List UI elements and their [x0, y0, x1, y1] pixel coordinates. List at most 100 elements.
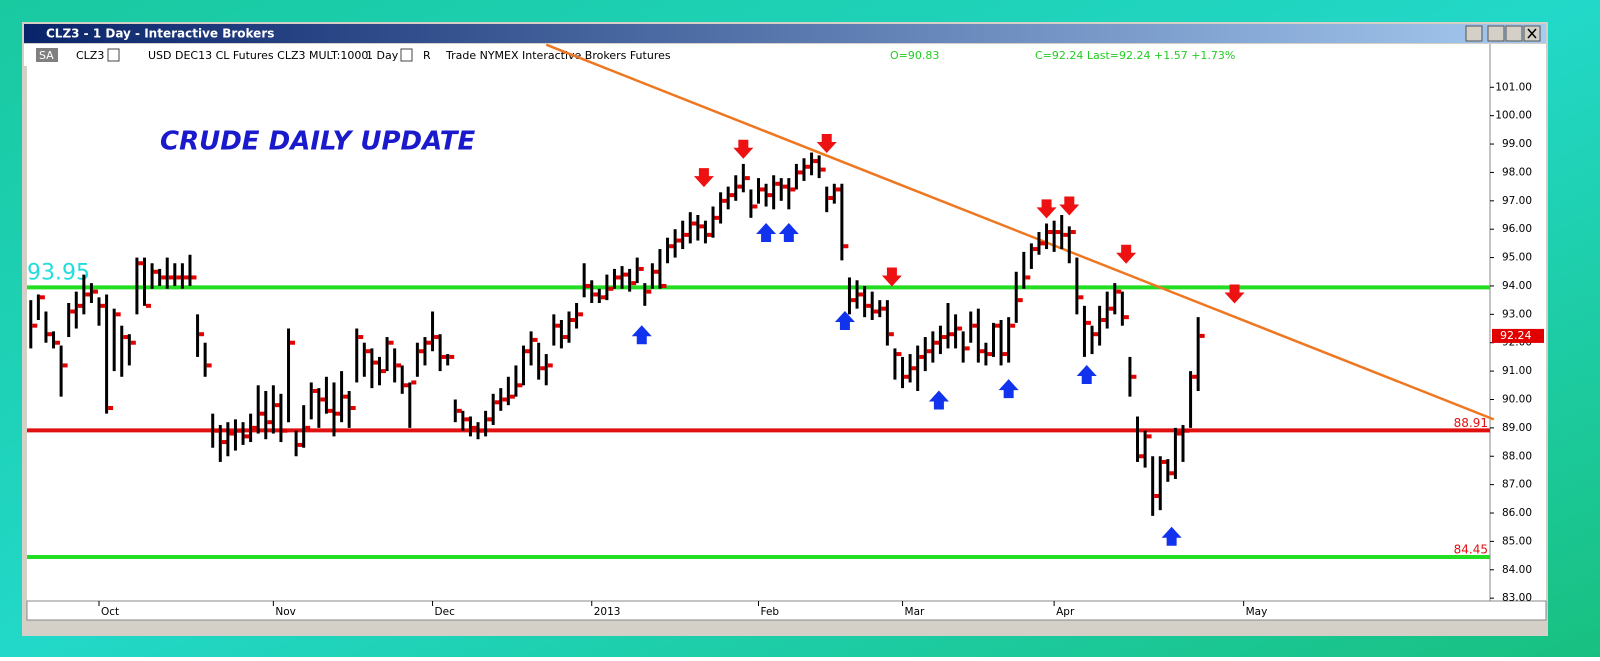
close-tick: [259, 411, 265, 416]
close-tick: [1055, 230, 1061, 235]
y-tick-label: 88.00: [1502, 450, 1532, 462]
y-tick-label: 99.00: [1502, 138, 1532, 150]
close-tick: [661, 283, 667, 288]
sell-arrow: [816, 134, 837, 154]
close-tick: [229, 431, 235, 436]
close-tick: [744, 176, 750, 181]
buy-arrow: [631, 325, 652, 345]
close-tick: [358, 335, 364, 340]
period[interactable]: 1 Day: [366, 49, 399, 62]
close-tick: [221, 440, 227, 445]
y-tick-label: 84.00: [1502, 564, 1532, 576]
close-tick: [752, 204, 758, 209]
close-tick: [782, 184, 788, 189]
close-tick: [676, 238, 682, 243]
close-tick: [972, 323, 978, 328]
sell-arrow: [881, 267, 902, 287]
close-tick: [236, 428, 242, 433]
close-tick: [547, 363, 553, 368]
exchange-info: Trade NYMEX Interactive Brokers Futures: [445, 49, 671, 62]
close-tick: [1192, 374, 1198, 379]
close-tick: [1116, 289, 1122, 294]
close-tick: [168, 275, 174, 280]
close-tick: [327, 408, 333, 413]
close-tick: [509, 394, 515, 399]
x-tick-label: Feb: [761, 606, 780, 618]
x-tick-label: Mar: [905, 606, 925, 618]
close-tick: [1070, 230, 1076, 235]
close-tick: [1108, 306, 1114, 311]
close-tick: [638, 266, 644, 271]
y-tick-label: 98.00: [1502, 166, 1532, 178]
close-tick: [335, 411, 341, 416]
close-tick: [896, 352, 902, 357]
close-tick: [199, 332, 205, 337]
close-tick: [145, 303, 151, 308]
buy-arrow: [928, 390, 949, 410]
close-tick: [775, 181, 781, 186]
close-tick: [828, 195, 834, 200]
y-tick-label: 95.00: [1502, 252, 1532, 264]
close-tick: [32, 323, 38, 328]
close-tick: [691, 221, 697, 226]
y-tick-label: 93.00: [1502, 308, 1532, 320]
close-tick: [737, 184, 743, 189]
close-tick: [813, 159, 819, 164]
window-title: CLZ3 - 1 Day - Interactive Brokers: [46, 27, 274, 41]
r-button[interactable]: R: [423, 49, 431, 62]
sell-arrow: [1036, 199, 1057, 219]
close-tick: [1085, 320, 1091, 325]
close-tick: [1146, 434, 1152, 439]
close-tick: [183, 275, 189, 280]
close-tick: [684, 232, 690, 237]
y-tick-label: 85.00: [1502, 535, 1532, 547]
buy-arrow: [998, 379, 1019, 399]
close-tick: [1078, 295, 1084, 300]
y-tick-label: 100.00: [1495, 110, 1532, 122]
close-tick: [1010, 323, 1016, 328]
y-tick-label: 94.00: [1502, 280, 1532, 292]
close-tick: [608, 286, 614, 291]
close-tick: [312, 388, 318, 393]
close-tick: [502, 397, 508, 402]
buy-arrow: [1076, 364, 1097, 384]
close-tick: [380, 369, 386, 374]
close-tick: [850, 298, 856, 303]
close-tick: [941, 335, 947, 340]
buy-arrow: [1161, 526, 1182, 546]
sell-arrow: [733, 139, 754, 159]
dropdown[interactable]: [107, 48, 120, 62]
close-tick: [411, 380, 417, 385]
symbol[interactable]: CLZ3: [76, 49, 104, 62]
x-tick-label: Dec: [435, 606, 456, 618]
restore-button[interactable]: [1465, 25, 1483, 42]
x-tick-label: May: [1246, 606, 1268, 618]
close-tick: [471, 425, 477, 430]
close-tick: [706, 232, 712, 237]
minimize-button[interactable]: [1487, 25, 1505, 42]
close-tick: [153, 269, 159, 274]
y-tick-label: 96.00: [1502, 223, 1532, 235]
close-tick: [585, 283, 591, 288]
close-tick: [365, 349, 371, 354]
close-tick: [578, 312, 584, 317]
x-tick-label: Nov: [275, 606, 296, 618]
buy-arrow: [756, 223, 777, 243]
close-tick: [494, 400, 500, 405]
close-tick: [964, 346, 970, 351]
close-tick: [92, 289, 98, 294]
close-tick: [881, 306, 887, 311]
time-axis: [26, 600, 1547, 621]
close-tick: [449, 354, 455, 359]
maximize-button[interactable]: [1505, 25, 1523, 42]
close-tick: [888, 332, 894, 337]
close-tick: [1017, 298, 1023, 303]
dropdown[interactable]: [400, 48, 413, 62]
close-tick: [858, 292, 864, 297]
mode-button[interactable]: [36, 48, 58, 62]
close-tick: [790, 187, 796, 192]
close-tick: [525, 349, 531, 354]
contract: USD DEC13 CL Futures CLZ3 MULT:1000: [148, 49, 368, 62]
y-tick-label: 101.00: [1495, 81, 1532, 93]
close-tick: [653, 269, 659, 274]
